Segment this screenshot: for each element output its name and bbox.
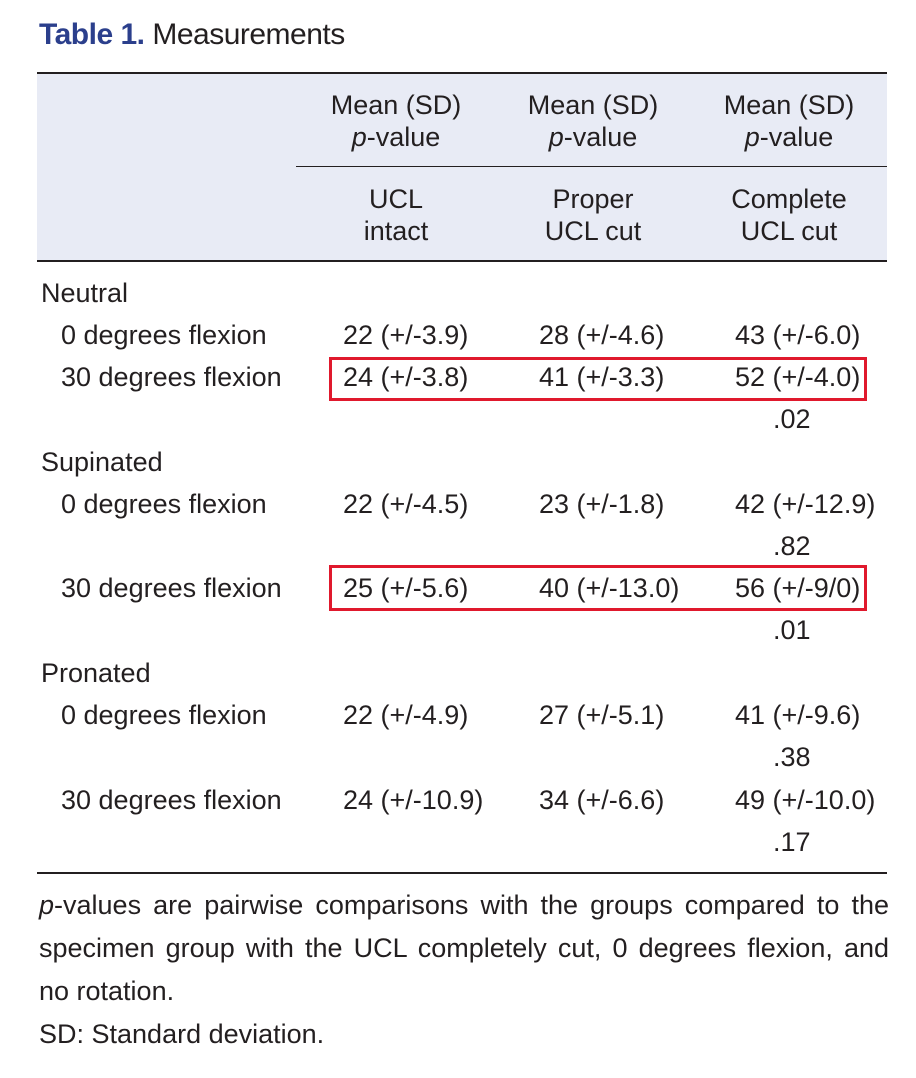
highlight-box — [329, 357, 867, 401]
p-value-cell: .01 — [773, 615, 811, 645]
table-cell: 24 (+/-3.8) — [343, 362, 469, 392]
header-group-proper-ucl-cut: Proper UCL cut — [503, 183, 683, 247]
table-cell: 41 (+/-3.3) — [539, 362, 665, 392]
table-cell: 52 (+/-4.0) — [735, 362, 861, 392]
table-number: Table 1. — [39, 18, 145, 51]
table-cell: 27 (+/-5.1) — [539, 700, 665, 730]
table-header-background — [37, 73, 887, 261]
header-mean-col-1: Mean (SD) p-value — [306, 89, 486, 153]
p-value-cell: .02 — [773, 404, 811, 434]
table-cell: 34 (+/-6.6) — [539, 785, 665, 815]
table-cell: 41 (+/-9.6) — [735, 700, 861, 730]
row-label: 0 degrees flexion — [61, 700, 267, 730]
row-label: 0 degrees flexion — [61, 489, 267, 519]
header-mean-label: Mean (SD) — [527, 90, 659, 120]
header-group-ucl-intact: UCL intact — [306, 183, 486, 247]
table-title: Table 1. Measurements — [39, 18, 345, 52]
table-footnote: p-values are pairwise comparisons with t… — [39, 884, 889, 1013]
table-cell: 22 (+/-4.9) — [343, 700, 469, 730]
table-caption: Measurements — [152, 18, 345, 51]
table-cell: 23 (+/-1.8) — [539, 489, 665, 519]
footnote-text: -values are pairwise comparisons with th… — [39, 890, 889, 1006]
group-label-line1: Proper — [552, 184, 634, 214]
row-label: 0 degrees flexion — [61, 320, 267, 350]
p-italic: p — [351, 122, 367, 152]
row-label: 30 degrees flexion — [61, 573, 282, 603]
section-pronated: Pronated — [41, 658, 151, 688]
pvalue-suffix: -value — [563, 122, 638, 152]
p-value-cell: .82 — [773, 531, 811, 561]
group-label-line2: UCL cut — [740, 216, 838, 246]
table-cell: 49 (+/-10.0) — [735, 785, 876, 815]
header-pvalue-label: p-value — [306, 121, 486, 153]
header-mean-col-2: Mean (SD) p-value — [503, 89, 683, 153]
header-mean-col-3: Mean (SD) p-value — [699, 89, 879, 153]
table-cell: 56 (+/-9/0) — [735, 573, 861, 603]
section-neutral: Neutral — [41, 278, 129, 308]
table-cell: 40 (+/-13.0) — [539, 573, 680, 603]
table-cell: 22 (+/-4.5) — [343, 489, 469, 519]
header-bottom-rule — [37, 260, 887, 262]
p-italic: p — [744, 122, 760, 152]
highlight-box — [329, 565, 867, 611]
row-label: 30 degrees flexion — [61, 785, 282, 815]
table-cell: 43 (+/-6.0) — [735, 320, 861, 350]
top-rule — [37, 72, 887, 74]
table-cell: 22 (+/-3.9) — [343, 320, 469, 350]
row-label: 30 degrees flexion — [61, 362, 282, 392]
header-pvalue-label: p-value — [503, 121, 683, 153]
group-label-line1: Complete — [731, 184, 847, 214]
sd-footnote: SD: Standard deviation. — [39, 1019, 325, 1049]
table-bottom-rule — [37, 872, 887, 874]
section-supinated: Supinated — [41, 447, 163, 477]
table-cell: 25 (+/-5.6) — [343, 573, 469, 603]
header-pvalue-label: p-value — [699, 121, 879, 153]
group-label-line2: intact — [363, 216, 429, 246]
pvalue-suffix: -value — [759, 122, 834, 152]
header-mean-label: Mean (SD) — [330, 90, 462, 120]
group-label-line1: UCL — [368, 184, 423, 214]
p-italic: p — [39, 890, 55, 920]
p-italic: p — [548, 122, 564, 152]
table-cell: 28 (+/-4.6) — [539, 320, 665, 350]
table-cell: 42 (+/-12.9) — [735, 489, 876, 519]
p-value-cell: .17 — [773, 827, 811, 857]
header-mid-rule — [296, 166, 887, 167]
header-mean-label: Mean (SD) — [723, 90, 855, 120]
group-label-line2: UCL cut — [544, 216, 642, 246]
p-value-cell: .38 — [773, 742, 811, 772]
header-group-complete-ucl-cut: Complete UCL cut — [699, 183, 879, 247]
pvalue-suffix: -value — [366, 122, 441, 152]
table-cell: 24 (+/-10.9) — [343, 785, 484, 815]
